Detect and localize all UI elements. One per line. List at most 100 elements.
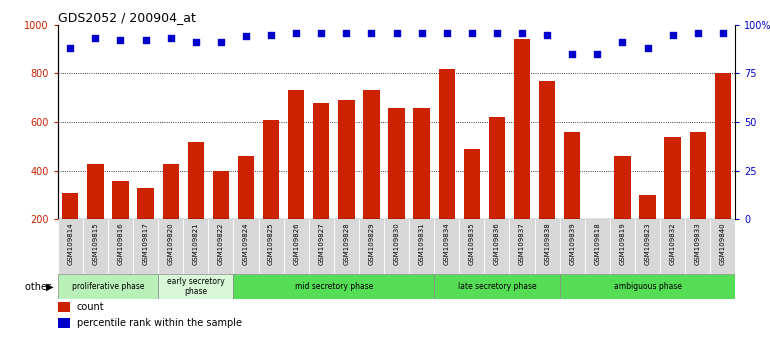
Bar <box>715 73 731 268</box>
Text: GSM109816: GSM109816 <box>118 222 123 265</box>
Text: GSM109822: GSM109822 <box>218 222 224 265</box>
Bar <box>363 91 380 268</box>
Bar <box>439 69 455 268</box>
Point <box>315 30 327 35</box>
Text: GSM109819: GSM109819 <box>619 222 625 265</box>
Bar <box>162 164 179 268</box>
Bar <box>188 142 204 268</box>
Point <box>114 38 126 43</box>
Bar <box>283 219 309 274</box>
Bar <box>539 81 555 268</box>
Bar <box>635 219 660 274</box>
Text: GSM109839: GSM109839 <box>569 222 575 265</box>
Point <box>365 30 377 35</box>
Text: GSM109827: GSM109827 <box>318 222 324 265</box>
Bar <box>384 219 409 274</box>
Point <box>340 30 353 35</box>
Bar <box>112 181 129 268</box>
Text: GSM109814: GSM109814 <box>67 222 73 265</box>
Bar <box>213 171 229 268</box>
Bar <box>514 39 531 268</box>
Bar <box>359 219 384 274</box>
Point <box>616 40 628 45</box>
Bar <box>560 219 584 274</box>
Text: GSM109833: GSM109833 <box>695 222 701 265</box>
Point <box>189 40 202 45</box>
Bar <box>158 274 233 299</box>
Point <box>466 30 478 35</box>
Text: GSM109832: GSM109832 <box>670 222 675 265</box>
Text: ▶: ▶ <box>46 282 54 292</box>
Text: GSM109823: GSM109823 <box>644 222 651 265</box>
Bar <box>510 219 534 274</box>
Bar <box>534 219 560 274</box>
Point <box>390 30 403 35</box>
Text: mid secretory phase: mid secretory phase <box>295 282 373 291</box>
Bar <box>710 219 735 274</box>
Bar <box>137 188 154 268</box>
Text: GSM109838: GSM109838 <box>544 222 550 265</box>
Text: GSM109830: GSM109830 <box>393 222 400 265</box>
Bar <box>409 219 434 274</box>
Text: GSM109821: GSM109821 <box>192 222 199 265</box>
Text: GSM109815: GSM109815 <box>92 222 99 265</box>
Text: late secretory phase: late secretory phase <box>457 282 536 291</box>
Point <box>566 51 578 57</box>
Bar <box>690 132 706 268</box>
Bar <box>584 219 610 274</box>
Point <box>717 30 729 35</box>
Bar <box>434 219 459 274</box>
Bar <box>158 219 183 274</box>
Bar <box>259 219 283 274</box>
Bar <box>639 195 656 268</box>
Point <box>667 32 679 37</box>
Bar <box>58 219 83 274</box>
Bar <box>133 219 158 274</box>
Bar <box>334 219 359 274</box>
Bar <box>489 117 505 268</box>
Bar <box>338 100 354 268</box>
Bar <box>685 219 710 274</box>
Bar <box>58 302 70 312</box>
Point <box>691 30 704 35</box>
Bar <box>313 103 330 268</box>
Bar <box>87 164 103 268</box>
Point <box>641 45 654 51</box>
Text: GSM109828: GSM109828 <box>343 222 350 265</box>
Bar <box>564 132 581 268</box>
Text: GSM109826: GSM109826 <box>293 222 300 265</box>
Point <box>490 30 503 35</box>
Bar <box>288 91 304 268</box>
Bar <box>233 274 434 299</box>
Point <box>416 30 428 35</box>
Bar <box>209 219 233 274</box>
Bar <box>108 219 133 274</box>
Point <box>64 45 76 51</box>
Text: GSM109834: GSM109834 <box>444 222 450 265</box>
Text: GSM109831: GSM109831 <box>419 222 424 265</box>
Bar <box>560 274 735 299</box>
Bar <box>58 274 158 299</box>
Bar <box>665 137 681 268</box>
Point <box>215 40 227 45</box>
Text: other: other <box>25 282 54 292</box>
Bar <box>309 219 334 274</box>
Text: count: count <box>77 302 105 312</box>
Text: GSM109824: GSM109824 <box>243 222 249 265</box>
Bar <box>660 219 685 274</box>
Bar <box>263 120 280 268</box>
Point <box>265 32 277 37</box>
Point <box>516 30 528 35</box>
Bar <box>459 219 484 274</box>
Point <box>139 38 152 43</box>
Bar <box>464 149 480 268</box>
Text: GSM109825: GSM109825 <box>268 222 274 265</box>
Point <box>165 35 177 41</box>
Text: GSM109817: GSM109817 <box>142 222 149 265</box>
Text: GSM109836: GSM109836 <box>494 222 500 265</box>
Text: GSM109840: GSM109840 <box>720 222 726 265</box>
Bar <box>233 219 259 274</box>
Text: GSM109829: GSM109829 <box>369 222 374 265</box>
Bar <box>183 219 209 274</box>
Text: proliferative phase: proliferative phase <box>72 282 144 291</box>
